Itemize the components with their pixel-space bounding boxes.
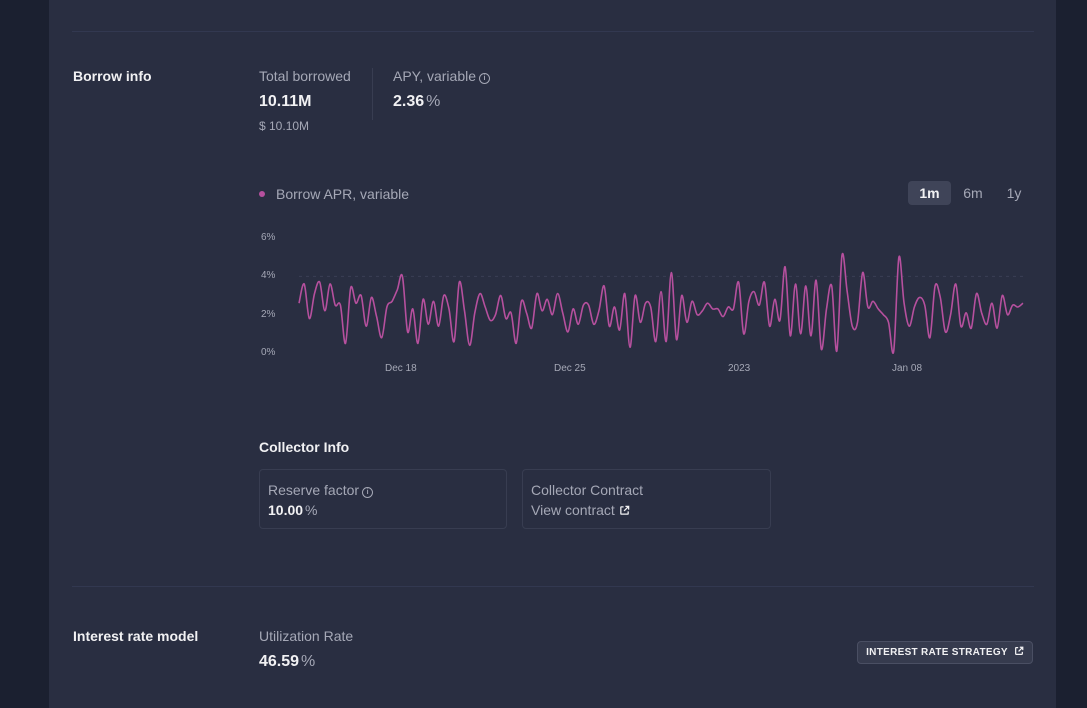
- x-tick-dec25: Dec 25: [554, 363, 586, 374]
- legend-label: Borrow APR, variable: [276, 186, 410, 202]
- reserve-factor-value: 10.00%: [268, 502, 318, 518]
- x-tick-2023: 2023: [728, 363, 751, 374]
- x-tick-dec18: Dec 18: [385, 363, 417, 374]
- stat-separator: [372, 68, 373, 120]
- external-link-icon: [1014, 646, 1024, 655]
- apy-number: 2.36: [393, 93, 425, 110]
- y-tick-6: 6%: [261, 232, 276, 243]
- reserve-factor-unit: %: [305, 502, 318, 518]
- collector-info-title: Collector Info: [259, 439, 350, 455]
- reserve-details-panel: [49, 0, 1056, 708]
- total-borrowed-usd: $ 10.10M: [259, 119, 310, 133]
- apy-unit: %: [426, 93, 441, 110]
- total-borrowed-label: Total borrowed: [259, 68, 351, 84]
- reserve-factor-label: Reserve factor i: [268, 482, 374, 498]
- y-tick-0: 0%: [261, 347, 276, 358]
- collector-contract-label: Collector Contract: [531, 482, 644, 498]
- collector-contract-card: Collector Contract View contract: [522, 469, 771, 529]
- utilization-number: 46.59: [259, 653, 300, 670]
- y-tick-2: 2%: [261, 309, 276, 320]
- external-link-icon: [619, 505, 630, 515]
- utilization-rate-label: Utilization Rate: [259, 628, 354, 644]
- borrow-info-title: Borrow info: [73, 68, 152, 84]
- view-contract-link[interactable]: View contract: [531, 502, 630, 518]
- interest-rate-strategy-button[interactable]: INTEREST RATE STRATEGY: [857, 641, 1033, 664]
- info-circle-icon[interactable]: i: [362, 487, 374, 498]
- utilization-unit: %: [301, 653, 316, 670]
- apy-label: APY, variable i: [393, 68, 491, 84]
- view-contract-label: View contract: [531, 502, 615, 518]
- reserve-factor-number: 10.00: [268, 502, 304, 518]
- range-6m-button[interactable]: 6m: [963, 185, 983, 201]
- y-tick-4: 4%: [261, 270, 276, 281]
- strategy-button-label: INTEREST RATE STRATEGY: [866, 647, 1008, 658]
- range-1y-button[interactable]: 1y: [1006, 185, 1022, 201]
- divider-top: [72, 31, 1034, 32]
- range-1m-button[interactable]: 1m: [908, 181, 951, 205]
- info-circle-icon[interactable]: i: [479, 73, 491, 84]
- utilization-rate-value: 46.59%: [259, 653, 315, 671]
- total-borrowed-value: 10.11M: [259, 93, 312, 110]
- apy-value: 2.36%: [393, 93, 440, 111]
- interest-rate-model-title: Interest rate model: [73, 628, 199, 644]
- x-tick-jan08: Jan 08: [892, 363, 923, 374]
- divider-bottom: [72, 586, 1034, 587]
- reserve-factor-card: Reserve factor i 10.00%: [259, 469, 507, 529]
- legend-dot: [259, 191, 265, 197]
- apy-label-text: APY, variable: [393, 68, 477, 84]
- reserve-factor-label-text: Reserve factor: [268, 482, 360, 498]
